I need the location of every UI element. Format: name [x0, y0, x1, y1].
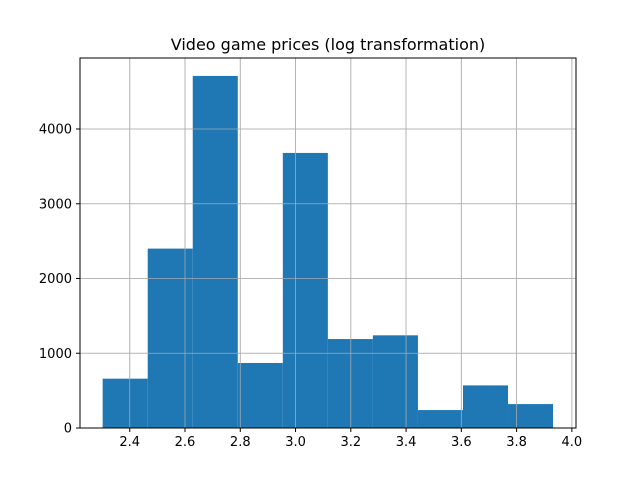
y-tick-label: 1000: [39, 347, 72, 362]
histogram-bar: [282, 152, 328, 428]
x-tick-label: 3.0: [285, 435, 306, 450]
x-axis: 2.4 2.6 2.8 3.0 3.2 3.4 3.6 3.8 4.0: [119, 428, 582, 450]
x-tick-label: 3.4: [396, 435, 417, 450]
bars-layer: [80, 58, 576, 429]
histogram-bar: [192, 75, 238, 428]
histogram-bar: [417, 410, 463, 428]
histogram-bar: [102, 378, 148, 428]
histogram-bar: [372, 335, 418, 428]
x-tick-label: 3.6: [451, 435, 472, 450]
x-tick-label: 2.8: [230, 435, 251, 450]
y-axis: 0 1000 2000 3000 4000: [39, 123, 80, 437]
histogram-bar: [508, 404, 554, 428]
plot-frame: [79, 57, 577, 429]
chart-title: Video game prices (log transformation): [171, 35, 485, 54]
histogram-bar: [327, 339, 373, 428]
histogram-bar: [147, 248, 193, 428]
histogram-bar: [237, 362, 283, 428]
y-tick-label: 3000: [39, 197, 72, 212]
x-tick-label: 3.2: [340, 435, 361, 450]
histogram-bar: [462, 385, 509, 428]
x-tick-label: 2.4: [119, 435, 140, 450]
y-tick-label: 0: [64, 422, 72, 437]
y-tick-label: 2000: [39, 272, 72, 287]
x-tick-label: 3.8: [506, 435, 527, 450]
x-tick-label: 4.0: [562, 435, 583, 450]
x-tick-label: 2.6: [175, 435, 196, 450]
y-tick-label: 4000: [39, 123, 72, 138]
